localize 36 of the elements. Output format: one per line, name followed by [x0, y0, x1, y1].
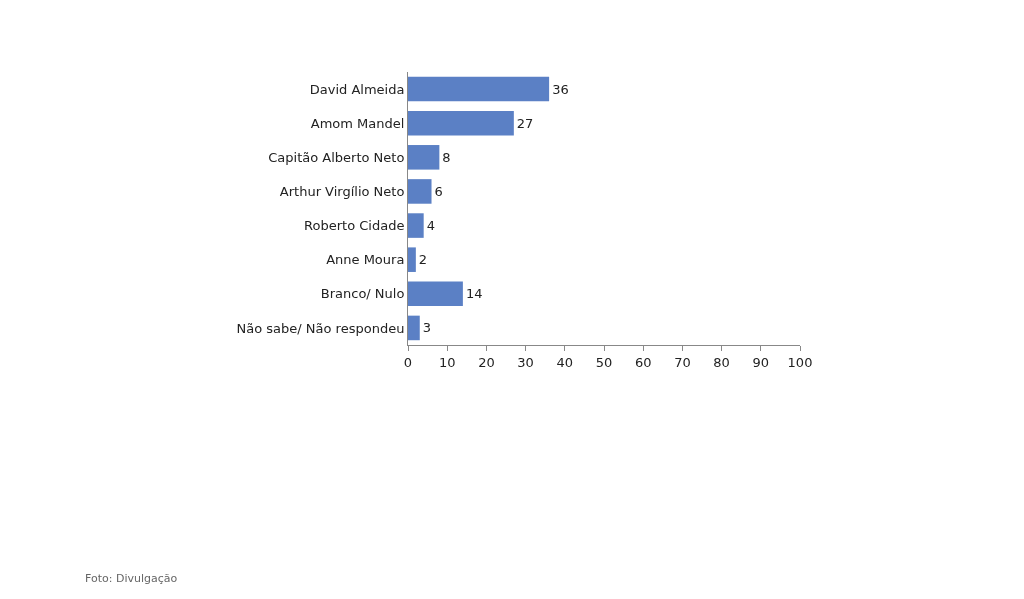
- x-tick-label: 20: [478, 354, 495, 370]
- y-tick-label: Amom Mandel: [310, 115, 405, 131]
- bar: [408, 315, 420, 341]
- x-tick-label: 80: [713, 354, 730, 370]
- x-tick-label: 30: [517, 354, 534, 370]
- x-tick-label: 90: [752, 354, 770, 370]
- x-tick-label: 0: [403, 354, 413, 370]
- data-label: 4: [426, 218, 435, 234]
- data-label: 6: [434, 183, 443, 199]
- data-label: 27: [516, 115, 534, 131]
- text: Foto: Divulgação: [85, 572, 178, 585]
- bar: [408, 247, 416, 272]
- x-tick-label: 70: [674, 354, 691, 370]
- x-tick-label: 100: [787, 354, 813, 370]
- data-label: 2: [418, 252, 428, 268]
- data-label: 3: [422, 320, 432, 336]
- y-tick-label: Branco/ Nulo: [320, 286, 405, 302]
- x-tick-label: 10: [438, 354, 456, 370]
- y-tick-label: Capitão Alberto Neto: [268, 149, 405, 165]
- x-tick-label: 50: [595, 354, 613, 370]
- bar: [408, 281, 463, 307]
- y-tick-label: Arthur Virgílio Neto: [279, 183, 405, 199]
- y-tick-label: Não sabe/ Não respondeu: [236, 320, 405, 336]
- data-label: 14: [465, 286, 483, 302]
- y-tick-label: Roberto Cidade: [304, 218, 405, 234]
- bar: [408, 145, 440, 170]
- data-label: 36: [552, 81, 569, 97]
- y-tick-label: Anne Moura: [326, 252, 405, 268]
- data-label: 8: [442, 149, 451, 165]
- bar: [408, 213, 424, 238]
- bar: [408, 110, 514, 136]
- x-tick-label: 60: [634, 354, 652, 370]
- x-tick-label: 40: [556, 354, 574, 370]
- bar: [408, 76, 550, 102]
- y-tick-label: David Almeida: [309, 81, 405, 97]
- bar: [408, 179, 432, 204]
